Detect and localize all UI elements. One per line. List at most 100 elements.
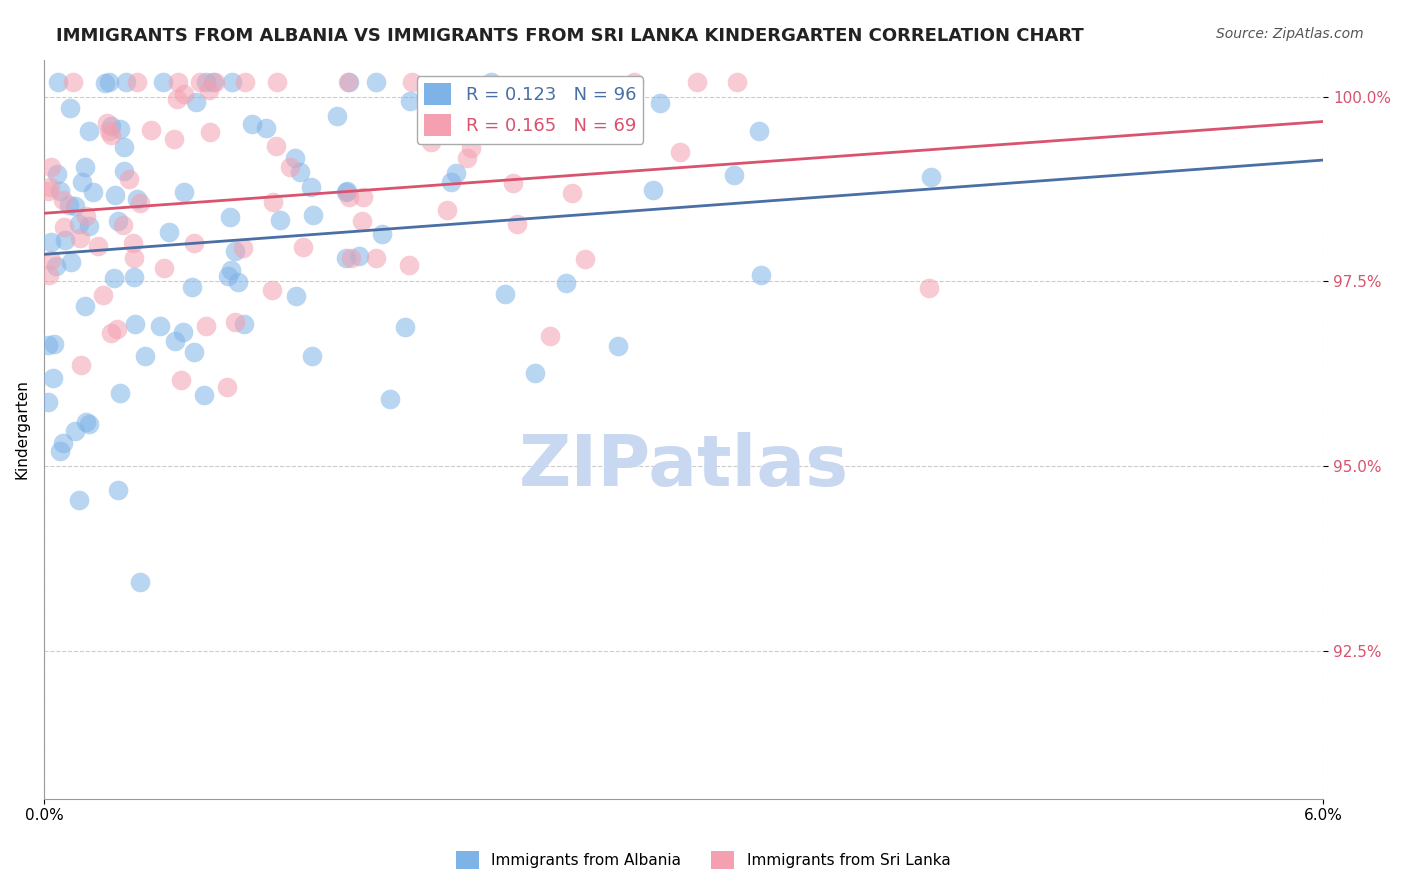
Point [371,227,394,241]
Point [198,125,221,139]
Point [337,190,360,204]
Point [201,75,224,89]
Point [38,268,60,282]
Point [105,322,128,336]
Point [183,235,205,250]
Point [460,141,482,155]
Point [141,122,163,136]
Point [157,225,180,239]
Point [79,417,101,431]
Y-axis label: Kindergarten: Kindergarten [15,379,30,479]
Point [524,366,547,380]
Point [262,283,284,297]
Point [347,249,370,263]
Point [112,139,135,153]
Point [262,194,284,209]
Point [302,208,325,222]
Point [284,151,307,165]
Point [194,318,217,333]
Point [398,258,420,272]
Point [124,317,146,331]
Point [284,289,307,303]
Point [100,128,122,142]
Point [336,75,359,89]
Point [607,339,630,353]
Point [378,392,401,406]
Point [45,259,67,273]
Point [194,75,217,89]
Point [685,75,707,89]
Point [538,328,561,343]
Point [394,320,416,334]
Point [266,75,288,89]
Point [335,185,357,199]
Point [110,122,132,136]
Point [122,251,145,265]
Point [127,75,149,89]
Point [112,218,135,232]
Point [152,75,174,89]
Point [63,424,86,438]
Point [648,96,671,111]
Point [748,123,770,137]
Legend: R = 0.123   N = 96, R = 0.165   N = 69: R = 0.123 N = 96, R = 0.165 N = 69 [416,76,644,144]
Point [269,212,291,227]
Point [224,315,246,329]
Point [46,167,69,181]
Point [107,483,129,497]
Point [436,202,458,217]
Point [42,371,65,385]
Point [69,231,91,245]
Point [121,235,143,250]
Point [62,75,84,89]
Point [167,75,190,89]
Point [749,268,772,283]
Point [37,337,59,351]
Point [254,121,277,136]
Point [70,358,93,372]
Point [494,287,516,301]
Point [37,394,59,409]
Point [226,275,249,289]
Legend: Immigrants from Albania, Immigrants from Sri Lanka: Immigrants from Albania, Immigrants from… [450,845,956,875]
Point [219,210,242,224]
Point [48,443,70,458]
Point [77,124,100,138]
Point [39,252,62,267]
Point [502,177,524,191]
Point [337,75,360,89]
Point [336,184,359,198]
Point [173,87,195,102]
Point [198,82,221,96]
Point [723,169,745,183]
Point [233,75,256,89]
Point [75,415,97,429]
Point [96,116,118,130]
Point [240,117,263,131]
Point [129,574,152,589]
Point [219,262,242,277]
Point [67,217,90,231]
Point [86,239,108,253]
Point [561,186,583,201]
Point [52,435,75,450]
Point [39,160,62,174]
Point [128,195,150,210]
Point [364,251,387,265]
Point [278,160,301,174]
Point [574,252,596,267]
Point [301,349,323,363]
Point [204,75,226,89]
Point [221,75,243,89]
Point [104,188,127,202]
Point [37,184,59,198]
Point [623,75,645,89]
Point [58,198,80,212]
Point [77,219,100,234]
Point [186,95,208,110]
Point [456,151,478,165]
Point [46,75,69,89]
Point [75,209,97,223]
Point [232,241,254,255]
Point [114,164,136,178]
